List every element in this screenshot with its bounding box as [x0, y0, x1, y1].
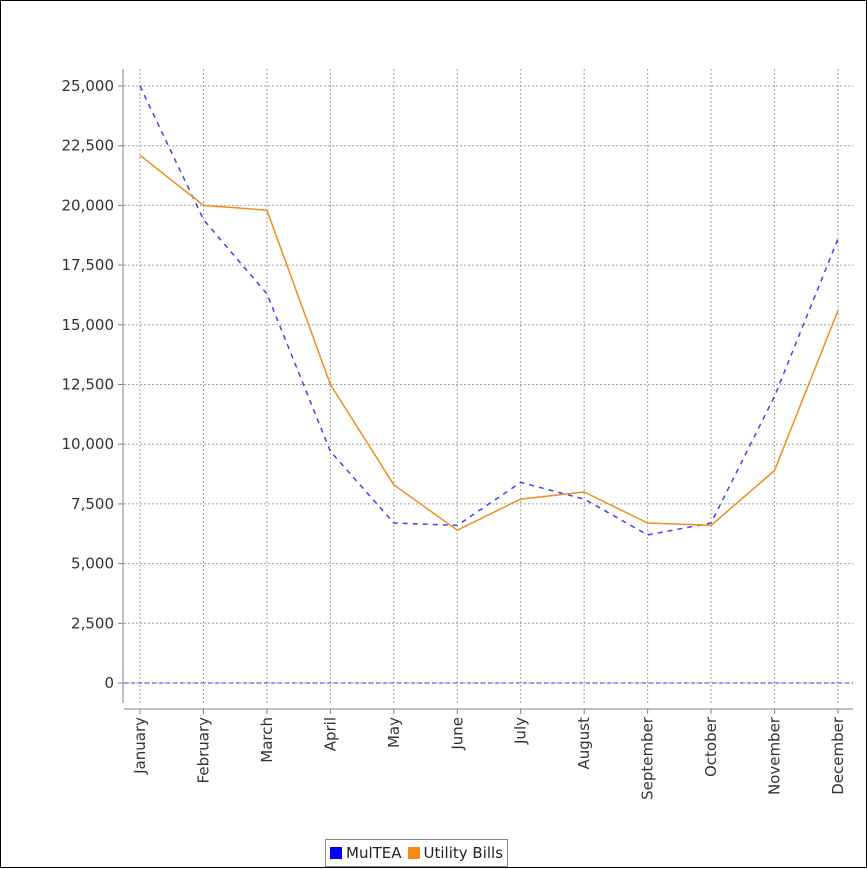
y-tick-label: 15,000	[62, 316, 115, 334]
x-tick-label: February	[194, 717, 212, 784]
legend-swatch-utility-bills	[408, 847, 420, 859]
x-tick-label: November	[766, 716, 784, 795]
x-tick-label: May	[385, 717, 403, 748]
y-tick-label: 12,500	[62, 376, 115, 394]
y-tick-label: 17,500	[62, 256, 115, 274]
y-tick-label: 0	[104, 674, 114, 692]
legend-label-utility-bills: Utility Bills	[424, 844, 504, 862]
y-tick-label: 5,000	[71, 555, 114, 573]
x-tick-label: August	[575, 717, 593, 770]
y-tick-label: 22,500	[62, 137, 115, 155]
y-tick-label: 20,000	[62, 196, 115, 214]
y-tick-label: 10,000	[62, 435, 115, 453]
legend-swatch-multea	[330, 847, 342, 859]
legend-item-utility-bills: Utility Bills	[408, 844, 504, 862]
legend-label-multea: MulTEA	[346, 844, 402, 862]
x-tick-label: June	[448, 717, 466, 751]
x-tick-label: September	[639, 716, 657, 800]
x-tick-label: October	[702, 716, 720, 777]
legend-item-multea: MulTEA	[330, 844, 402, 862]
plot-area	[124, 69, 853, 703]
x-tick-label: April	[321, 717, 339, 751]
legend: MulTEA Utility Bills	[325, 839, 508, 867]
x-tick-label: March	[258, 717, 276, 763]
x-tick-label: January	[131, 717, 149, 775]
y-tick-label: 2,500	[71, 614, 114, 632]
x-tick-label: July	[512, 717, 530, 745]
y-tick-label: 25,000	[62, 77, 115, 95]
y-tick-label: 7,500	[71, 495, 114, 513]
x-tick-label: December	[829, 716, 847, 795]
